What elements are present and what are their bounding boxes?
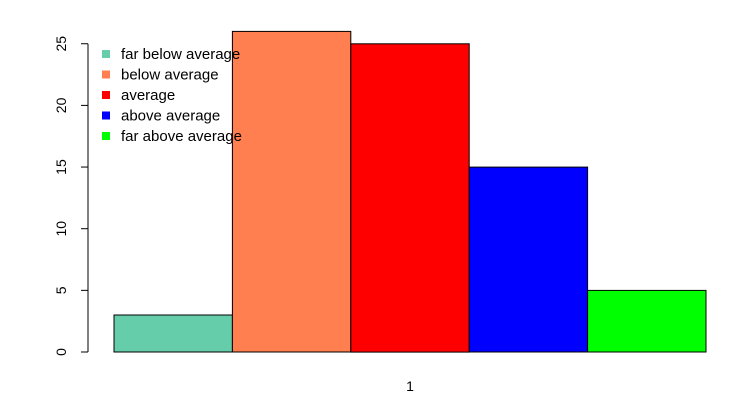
y-tick-label-25: 25	[53, 36, 69, 52]
bar-average	[350, 43, 470, 353]
legend-label-below-average: below average	[121, 67, 219, 84]
y-tick-label-20: 20	[53, 97, 69, 113]
y-tick-label-10: 10	[53, 221, 69, 237]
bar-far-below-average	[113, 314, 233, 353]
legend-swatch-far-above-average	[102, 132, 110, 140]
x-axis: 1	[406, 378, 414, 394]
bar-far-above-average	[587, 289, 707, 353]
legend-label-average: average	[121, 87, 175, 104]
x-group-label: 1	[406, 378, 414, 394]
legend-label-far-above-average: far above average	[121, 128, 242, 145]
bar-below-average	[231, 30, 352, 353]
legend-swatch-below-average	[102, 70, 110, 79]
bar-above-average	[468, 166, 589, 353]
y-tick-label-15: 15	[53, 159, 69, 175]
legend-swatch-average	[102, 91, 110, 99]
bars-group	[113, 30, 707, 353]
y-axis: 0 5 10 15 20 25	[53, 36, 89, 356]
legend-label-far-below-average: far below average	[121, 46, 240, 63]
legend-swatch-far-below-average	[102, 50, 110, 58]
legend-label-above-average: above average	[121, 108, 220, 125]
y-tick-label-5: 5	[53, 286, 69, 294]
legend-swatch-above-average	[102, 111, 110, 120]
legend: far below average below average average abo…	[102, 46, 242, 145]
y-tick-label-0: 0	[53, 348, 69, 356]
